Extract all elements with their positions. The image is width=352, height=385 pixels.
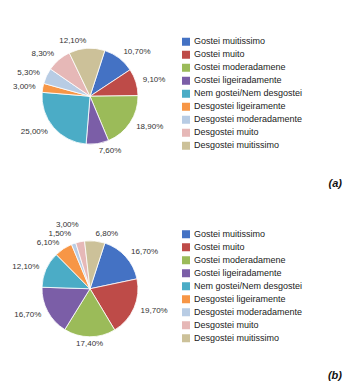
legend-item: Gostei moderadamene (182, 62, 286, 72)
legend-label: Desgostei muito (194, 320, 259, 330)
legend-label: Desgostei moderadamente (194, 307, 302, 317)
legend-item: Gostei ligeiradamente (182, 268, 282, 278)
pie-panel: 16,70% 19,70% 17,40% 16,70% 12,10% 6,10%1,50%… (12, 220, 342, 381)
pie: 10,70% 9,10% 18,90% 7,60% 25,00% 3,00% 5,30% 8,… (13, 36, 165, 155)
legend-label: Gostei muito (194, 49, 245, 59)
legend-item: Desgostei muito (182, 320, 259, 330)
legend-item: Desgostei muito (182, 127, 259, 137)
legend-label: Desgostei muito (194, 127, 259, 137)
legend-item: Nem gostei/Nem desgostei (182, 281, 302, 291)
legend-label: Desgostei moderadamente (194, 114, 302, 124)
pie-slice (42, 287, 90, 329)
legend-swatch (182, 77, 190, 85)
data-label: 1,50% (48, 229, 71, 238)
legend-label: Nem gostei/Nem desgostei (194, 281, 302, 291)
data-label: 16,70% (131, 247, 158, 256)
pie: 16,70% 19,70% 17,40% 16,70% 12,10% 6,10%1,50%… (12, 220, 167, 348)
legend-label: Gostei moderadamene (194, 62, 286, 72)
legend-item: Desgostei muitissimo (182, 333, 279, 343)
legend-swatch (182, 230, 190, 238)
data-label: 5,30% (17, 68, 40, 77)
legend-label: Gostei moderadamene (194, 255, 286, 265)
legend-item: Gostei ligeiradamente (182, 75, 282, 85)
chart-root: 10,70% 9,10% 18,90% 7,60% 25,00% 3,00% 5,30% 8,… (0, 0, 352, 385)
data-label: 6,80% (96, 229, 119, 238)
data-label: 17,40% (76, 339, 103, 348)
legend-label: Desgostei ligeiramente (194, 101, 286, 111)
data-label: 10,70% (123, 47, 150, 56)
data-label: 3,00% (13, 82, 36, 91)
data-label: 3,00% (56, 220, 79, 229)
data-label: 9,10% (143, 75, 166, 84)
legend-swatch (182, 142, 190, 150)
legend-label: Desgostei muitissimo (194, 140, 279, 150)
data-label: 7,60% (99, 146, 122, 155)
legend-item: Gostei muitissimo (182, 36, 265, 46)
legend-swatch (182, 334, 190, 342)
data-label: 12,10% (59, 36, 86, 45)
data-label: 6,10% (37, 238, 60, 247)
legend-swatch (182, 103, 190, 111)
data-label: 25,00% (21, 127, 48, 136)
legend-label: Nem gostei/Nem desgostei (194, 88, 302, 98)
legend-swatch (182, 243, 190, 251)
legend-swatch (182, 269, 190, 277)
legend-item: Gostei muito (182, 242, 245, 252)
legend-label: Desgostei ligeiramente (194, 294, 286, 304)
legend-item: Gostei muitissimo (182, 229, 265, 239)
panel-label: (b) (328, 369, 342, 381)
legend-item: Desgostei muitissimo (182, 140, 279, 150)
legend-swatch (182, 282, 190, 290)
legend-swatch (182, 116, 190, 124)
legend-label: Desgostei muitissimo (194, 333, 279, 343)
pie-slice (69, 48, 105, 96)
legend-swatch (182, 321, 190, 329)
legend-swatch (182, 295, 190, 303)
legend: Gostei muitissimo Gostei muito Gostei mode… (182, 229, 302, 343)
legend-item: Gostei moderadamene (182, 255, 286, 265)
data-label: 12,10% (12, 262, 39, 271)
legend-swatch (182, 129, 190, 137)
legend-label: Gostei muito (194, 242, 245, 252)
legend-swatch (182, 256, 190, 264)
pie-panel: 10,70% 9,10% 18,90% 7,60% 25,00% 3,00% 5,30% 8,… (13, 36, 342, 188)
legend-item: Desgostei moderadamente (182, 114, 302, 124)
legend-label: Gostei ligeiradamente (194, 268, 282, 278)
legend-item: Gostei muito (182, 49, 245, 59)
panel-label: (a) (329, 177, 343, 189)
pie-slice (42, 92, 90, 144)
legend-item: Nem gostei/Nem desgostei (182, 88, 302, 98)
legend-label: Gostei muitissimo (194, 36, 265, 46)
legend-swatch (182, 64, 190, 72)
data-label: 18,90% (136, 122, 163, 131)
legend-swatch (182, 38, 190, 46)
legend-label: Gostei muitissimo (194, 229, 265, 239)
data-label: 19,70% (141, 306, 168, 315)
legend-label: Gostei ligeiradamente (194, 75, 282, 85)
legend: Gostei muitissimo Gostei muito Gostei mode… (182, 36, 302, 150)
legend-swatch (182, 90, 190, 98)
legend-item: Desgostei ligeiramente (182, 294, 286, 304)
legend-item: Desgostei ligeiramente (182, 101, 286, 111)
legend-item: Desgostei moderadamente (182, 307, 302, 317)
data-label: 16,70% (14, 310, 41, 319)
pie-slice (85, 241, 105, 289)
legend-swatch (182, 51, 190, 59)
data-label: 8,30% (31, 49, 54, 58)
legend-swatch (182, 308, 190, 316)
